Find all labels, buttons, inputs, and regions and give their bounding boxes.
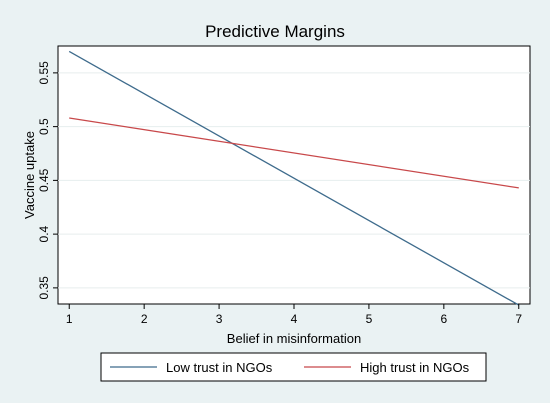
x-tick-label: 6 xyxy=(440,312,447,326)
x-tick-label: 2 xyxy=(141,312,148,326)
x-tick-label: 1 xyxy=(66,312,73,326)
y-axis-label: Vaccine uptake xyxy=(22,131,37,219)
chart-title: Predictive Margins xyxy=(205,22,345,41)
legend-label-high-trust: High trust in NGOs xyxy=(360,360,470,375)
y-tick-label: 0.55 xyxy=(37,61,51,85)
series-line-low-trust xyxy=(68,50,520,306)
y-tick-label: 0.4 xyxy=(37,225,51,242)
x-tick-label: 3 xyxy=(216,312,223,326)
legend-box xyxy=(100,352,487,382)
y-axis: 0.35 0.4 0.45 0.5 0.55 xyxy=(37,61,58,300)
x-axis-label: Belief in misinformation xyxy=(227,331,361,346)
y-tick-label: 0.5 xyxy=(37,118,51,135)
legend-label-low-trust: Low trust in NGOs xyxy=(166,360,273,375)
x-tick-label: 4 xyxy=(291,312,298,326)
gridlines xyxy=(58,72,530,289)
legend: Low trust in NGOs High trust in NGOs xyxy=(100,352,487,382)
series-group xyxy=(68,50,520,306)
x-axis: 1 2 3 4 5 6 7 xyxy=(66,304,522,326)
x-tick-label: 7 xyxy=(515,312,522,326)
y-tick-label: 0.35 xyxy=(37,276,51,300)
series-line-high-trust xyxy=(69,117,519,189)
x-tick-label: 5 xyxy=(366,312,373,326)
y-tick-label: 0.45 xyxy=(37,168,51,192)
